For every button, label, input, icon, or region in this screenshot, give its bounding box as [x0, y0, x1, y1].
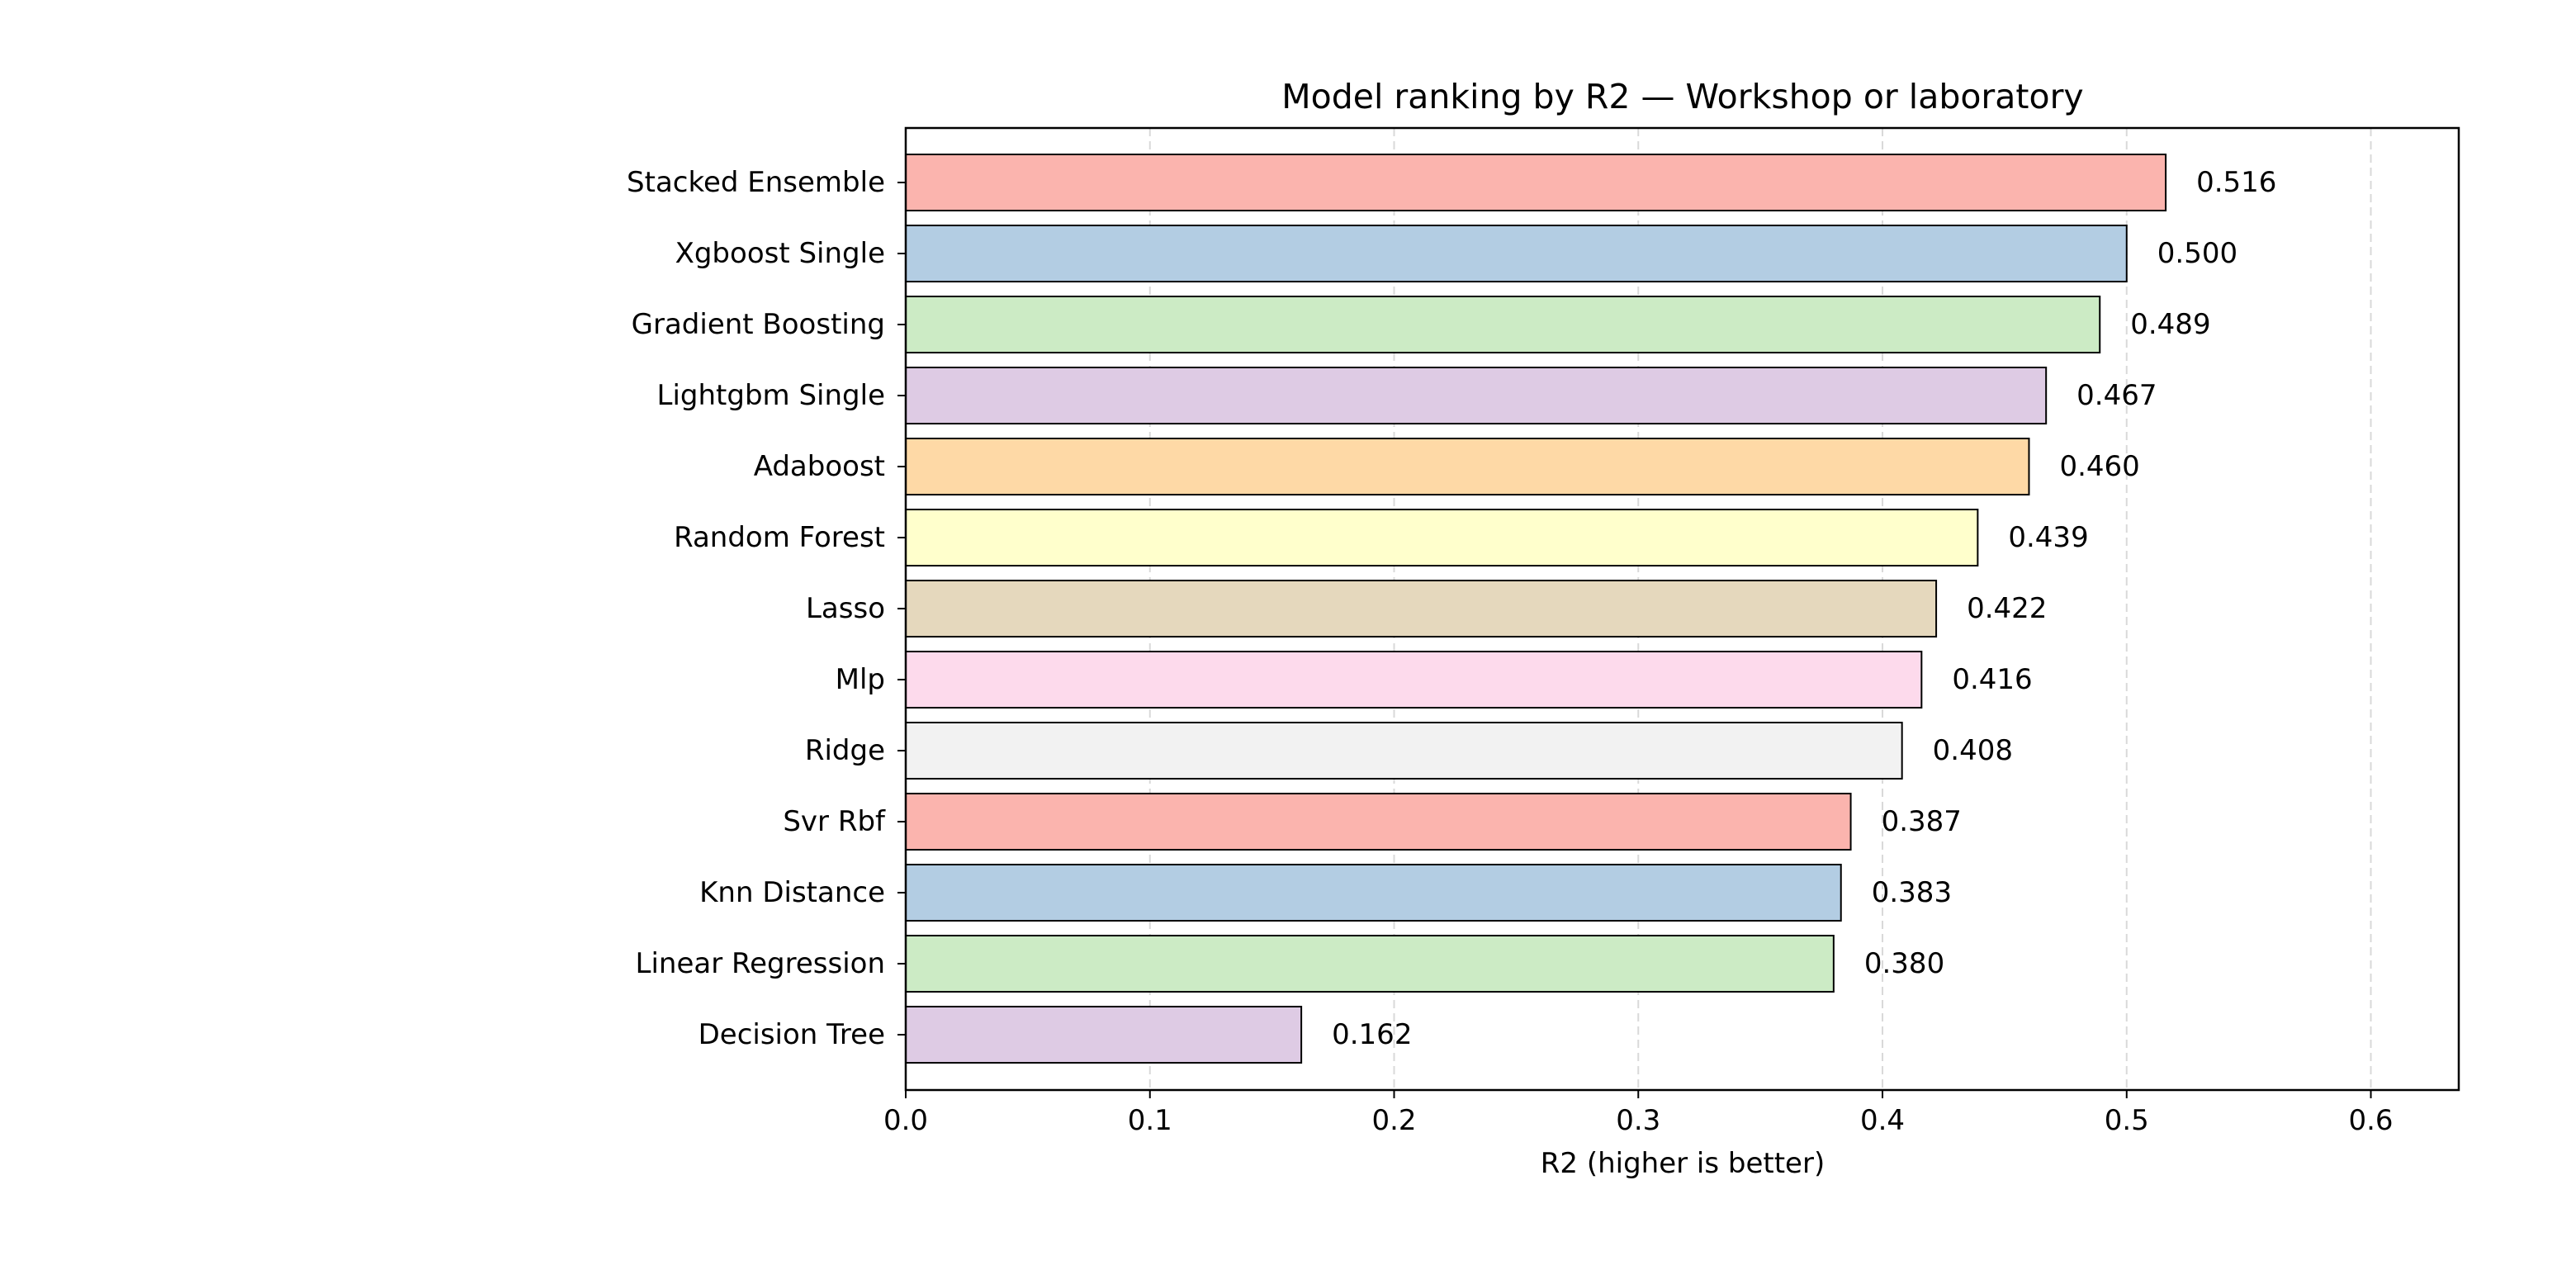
bar-6 [905, 580, 1938, 638]
y-tick-label-4: Adaboost [754, 450, 885, 483]
bar-5 [905, 509, 1979, 566]
x-axis-ticks: 0.0 0.1 0.2 0.3 0.4 0.5 0.6 [883, 1090, 2394, 1137]
bars [905, 154, 2167, 1064]
x-tick-label-0: 0.0 [883, 1104, 928, 1137]
value-label-0: 0.516 [2196, 166, 2276, 199]
value-label-8: 0.408 [1933, 734, 2013, 767]
x-tick-label-4: 0.4 [1860, 1104, 1905, 1137]
value-label-12: 0.162 [1332, 1018, 1412, 1051]
value-label-1: 0.500 [2157, 237, 2237, 270]
bar-2 [905, 296, 2101, 353]
y-tick-label-1: Xgboost Single [675, 237, 885, 270]
x-tick-label-1: 0.1 [1128, 1104, 1172, 1137]
value-label-5: 0.439 [2008, 521, 2088, 554]
y-tick-label-9: Svr Rbf [783, 805, 886, 838]
value-label-10: 0.383 [1872, 876, 1952, 909]
value-labels: 0.516 0.500 0.489 0.467 0.460 0.439 0.422 0.416… [1332, 166, 2276, 1051]
x-tick-label-6: 0.6 [2348, 1104, 2393, 1137]
bar-4 [905, 438, 2030, 495]
y-tick-label-11: Linear Regression [636, 947, 885, 980]
value-label-3: 0.467 [2076, 379, 2157, 412]
bar-8 [905, 722, 1903, 780]
x-axis-label: R2 (higher is better) [1541, 1147, 1825, 1180]
x-tick-label-5: 0.5 [2105, 1104, 2149, 1137]
y-tick-label-2: Gradient Boosting [632, 308, 885, 341]
y-tick-label-12: Decision Tree [698, 1018, 885, 1051]
bar-7 [905, 651, 1923, 709]
y-tick-label-8: Ridge [805, 734, 885, 767]
y-tick-label-10: Knn Distance [699, 876, 885, 909]
bar-0 [905, 154, 2167, 211]
bar-11 [905, 935, 1835, 993]
bar-1 [905, 225, 2128, 282]
value-label-7: 0.416 [1952, 663, 2032, 696]
y-axis-ticks: Stacked Ensemble Xgboost Single Gradient B… [627, 166, 906, 1051]
y-tick-label-7: Mlp [836, 663, 885, 696]
bar-3 [905, 367, 2048, 424]
bar-9 [905, 793, 1852, 851]
value-label-11: 0.380 [1864, 947, 1944, 980]
y-tick-label-6: Lasso [806, 592, 885, 625]
y-tick-label-0: Stacked Ensemble [627, 166, 885, 199]
y-tick-label-3: Lightgbm Single [657, 379, 885, 412]
value-label-9: 0.387 [1882, 805, 1962, 838]
x-tick-label-3: 0.3 [1616, 1104, 1660, 1137]
value-label-2: 0.489 [2130, 308, 2210, 341]
value-label-4: 0.460 [2059, 450, 2139, 483]
y-tick-label-5: Random Forest [674, 521, 885, 554]
chart-title: Model ranking by R2 — Workshop or labora… [1281, 77, 2083, 116]
value-label-6: 0.422 [1967, 592, 2047, 625]
bar-12 [905, 1006, 1303, 1064]
x-tick-label-2: 0.2 [1371, 1104, 1416, 1137]
bar-10 [905, 864, 1842, 922]
